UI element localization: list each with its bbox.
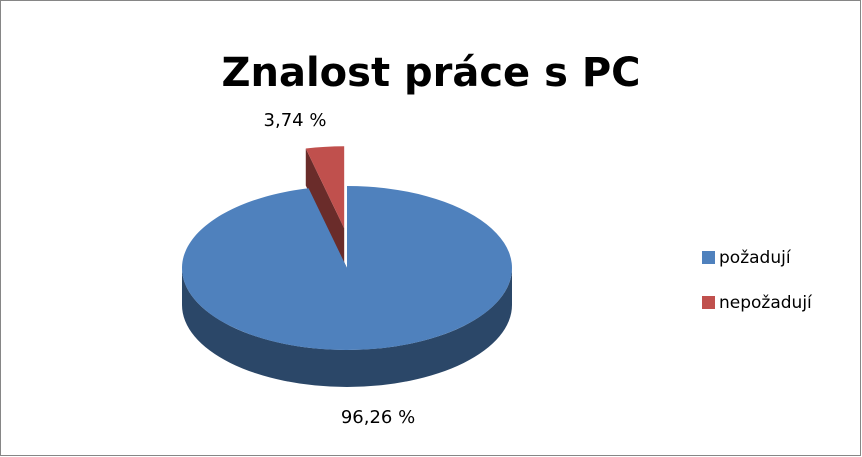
legend-label: požadují (719, 248, 792, 268)
legend-swatch (702, 251, 715, 264)
data-label: 96,26 % (341, 407, 415, 428)
slice-wall (305, 148, 345, 266)
pie-slice (182, 186, 513, 350)
data-label: 3,74 % (264, 110, 327, 131)
chart-title: Znalost práce s PC (221, 50, 640, 96)
legend-swatch (702, 296, 715, 309)
legend-label: nepožadují (719, 293, 813, 313)
slice-side (182, 268, 512, 387)
pie-slice (305, 146, 345, 229)
